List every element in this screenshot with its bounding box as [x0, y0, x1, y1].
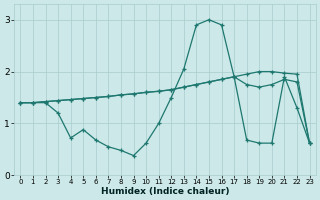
X-axis label: Humidex (Indice chaleur): Humidex (Indice chaleur) — [101, 187, 229, 196]
